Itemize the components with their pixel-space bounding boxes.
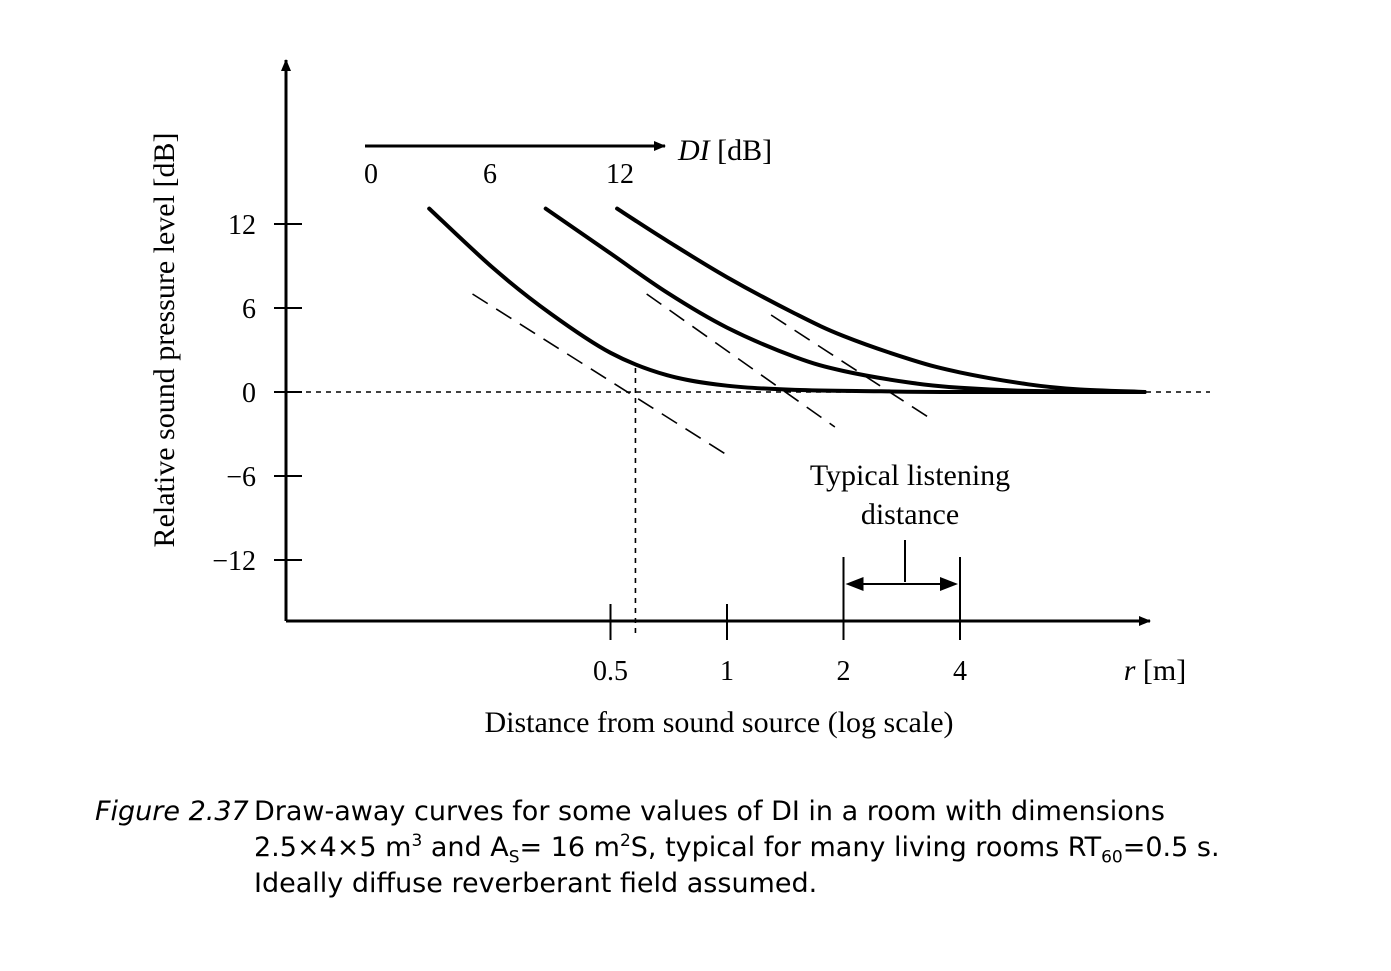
caption-line1: Draw-away curves for some values of DI i… <box>254 796 1165 827</box>
di-value-label: 6 <box>483 159 497 190</box>
di-value-label: 12 <box>606 159 634 190</box>
caption-sup2: 2 <box>619 831 631 851</box>
draw-away-curve-di-6 <box>543 206 1147 394</box>
x-tick-label: 4 <box>953 656 967 687</box>
caption-label: Figure 2.37 <box>95 796 249 827</box>
curves <box>427 206 1147 395</box>
x-tick-label: 1 <box>720 656 734 687</box>
annotation-left-arrowhead <box>845 577 864 591</box>
di-value-label: 0 <box>364 159 378 190</box>
annotation-right-arrowhead <box>940 577 958 591</box>
direct-field-line-di-0 <box>472 293 728 456</box>
caption-line2b: and A <box>422 832 509 863</box>
annotation-line2: distance <box>861 498 959 531</box>
caption-sub-s: S <box>508 847 520 868</box>
annotation-line1: Typical listening <box>810 459 1010 492</box>
x-tick-label: 0.5 <box>593 656 628 687</box>
caption-sub-60: 60 <box>1101 847 1123 868</box>
direct-field-line-di-6 <box>646 293 836 428</box>
di-axis-label: DI [dB] <box>677 134 772 167</box>
draw-away-curve-di-0 <box>427 206 1147 395</box>
x-unit-label: r [m] <box>1124 654 1187 687</box>
draw-away-curve-di-12 <box>615 206 1147 394</box>
caption-line2d: S, typical for many living rooms RT <box>630 832 1102 863</box>
y-tick-label: −6 <box>226 462 256 493</box>
caption-sup3: 3 <box>411 831 423 851</box>
y-tick-label: 12 <box>228 210 256 241</box>
y-tick-label: 6 <box>242 294 256 325</box>
guide-lines <box>286 368 1210 636</box>
direct-field-lines <box>472 293 934 456</box>
x-axis-label: Distance from sound source (log scale) <box>484 706 953 739</box>
x-tick-label: 2 <box>837 656 851 687</box>
y-tick-label: −12 <box>212 546 256 577</box>
caption-line3: Ideally diffuse reverberant field assume… <box>254 868 818 899</box>
caption-line2a: 2.5×4×5 m <box>254 832 412 863</box>
y-tick-label: 0 <box>242 378 256 409</box>
y-axis-label: Relative sound pressure level [dB] <box>148 133 181 548</box>
caption-line2c: = 16 m <box>519 832 620 863</box>
direct-field-line-di-12 <box>770 314 934 421</box>
caption-body: Draw-away curves for some values of DI i… <box>254 794 1264 902</box>
caption-line2e: =0.5 s. <box>1122 832 1220 863</box>
